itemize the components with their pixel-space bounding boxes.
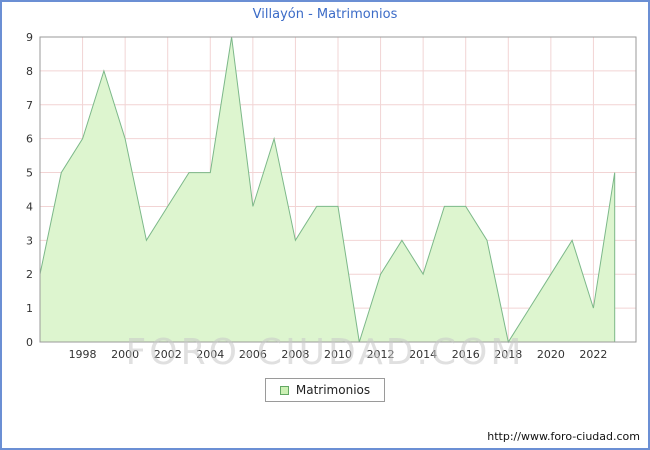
svg-text:2: 2 <box>26 268 33 281</box>
svg-text:5: 5 <box>26 167 33 180</box>
footer-url: http://www.foro-ciudad.com <box>487 430 640 443</box>
legend-box: Matrimonios <box>264 378 386 402</box>
svg-text:2012: 2012 <box>367 348 395 361</box>
svg-text:2010: 2010 <box>324 348 352 361</box>
svg-text:4: 4 <box>26 200 33 213</box>
svg-text:2006: 2006 <box>239 348 267 361</box>
svg-text:2022: 2022 <box>579 348 607 361</box>
svg-text:0: 0 <box>26 336 33 349</box>
svg-text:1998: 1998 <box>69 348 97 361</box>
svg-text:1: 1 <box>26 302 33 315</box>
svg-text:3: 3 <box>26 234 33 247</box>
svg-text:6: 6 <box>26 133 33 146</box>
legend-label: Matrimonios <box>295 383 371 397</box>
svg-text:2004: 2004 <box>196 348 224 361</box>
svg-text:2000: 2000 <box>111 348 139 361</box>
svg-text:9: 9 <box>26 31 33 44</box>
svg-text:8: 8 <box>26 65 33 78</box>
legend-swatch <box>279 385 289 395</box>
svg-text:2008: 2008 <box>281 348 309 361</box>
svg-text:2020: 2020 <box>537 348 565 361</box>
svg-text:2018: 2018 <box>494 348 522 361</box>
svg-text:2014: 2014 <box>409 348 437 361</box>
svg-text:2002: 2002 <box>154 348 182 361</box>
chart-title: Villayón - Matrimonios <box>252 7 398 22</box>
svg-text:7: 7 <box>26 99 33 112</box>
svg-text:2016: 2016 <box>452 348 480 361</box>
legend: Matrimonios <box>2 378 648 402</box>
